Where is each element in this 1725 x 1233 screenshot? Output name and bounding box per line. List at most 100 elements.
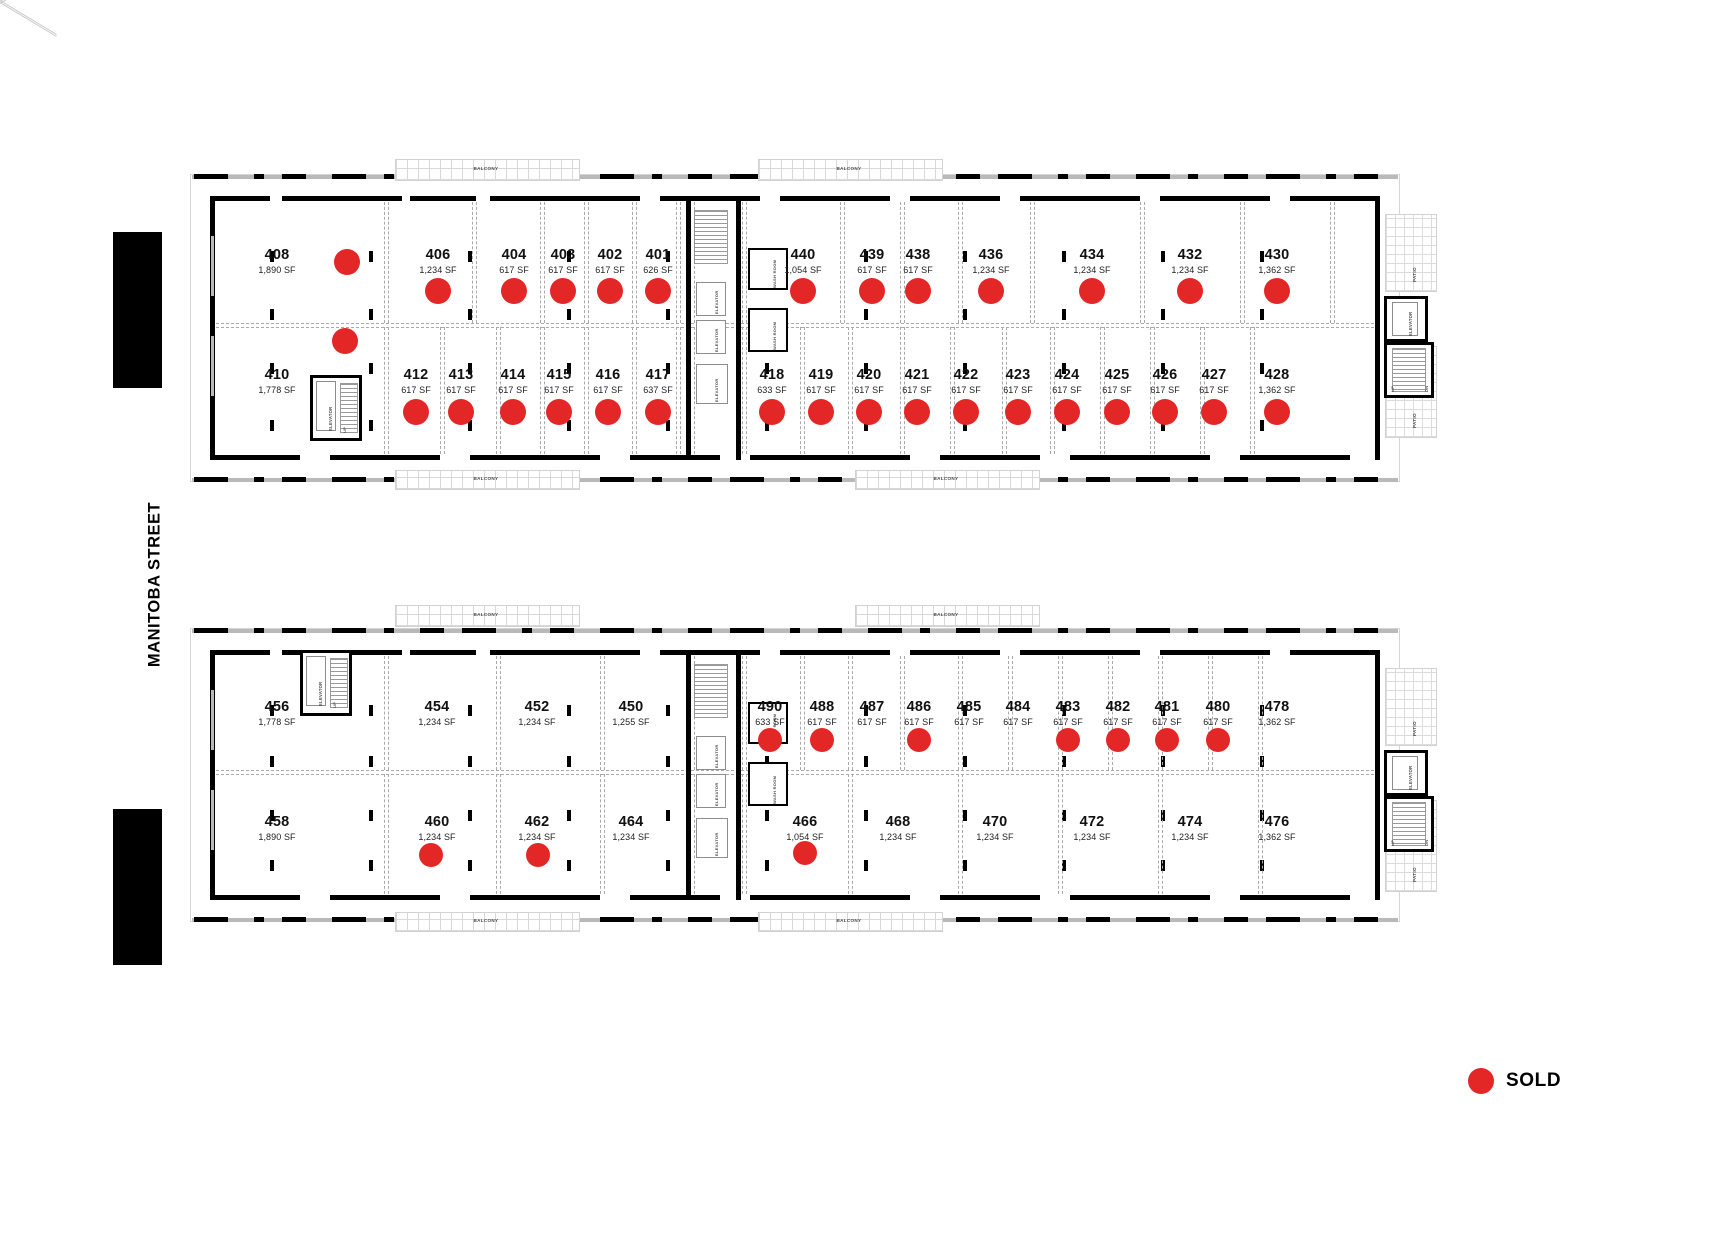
unit-label[interactable]: 416 617 SF <box>593 368 623 396</box>
sold-dot[interactable] <box>859 278 885 304</box>
sold-dot[interactable] <box>1152 399 1178 425</box>
sold-dot[interactable] <box>978 278 1004 304</box>
unit-label[interactable]: 490 633 SF <box>755 700 785 728</box>
unit-label[interactable]: 456 1,778 SF <box>258 700 295 728</box>
unit-label[interactable]: 466 1,054 SF <box>786 815 823 843</box>
sold-dot[interactable] <box>810 728 834 752</box>
sold-dot[interactable] <box>1177 278 1203 304</box>
unit-label[interactable]: 402 617 SF <box>595 248 625 276</box>
sold-dot[interactable] <box>597 278 623 304</box>
unit-label[interactable]: 403 617 SF <box>548 248 578 276</box>
sold-dot[interactable] <box>546 399 572 425</box>
sold-dot[interactable] <box>904 399 930 425</box>
sold-dot[interactable] <box>953 399 979 425</box>
unit-label[interactable]: 426 617 SF <box>1150 368 1180 396</box>
sold-dot[interactable] <box>595 399 621 425</box>
sold-dot[interactable] <box>1056 728 1080 752</box>
sold-dot[interactable] <box>1264 399 1290 425</box>
unit-label[interactable]: 450 1,255 SF <box>612 700 649 728</box>
sold-dot[interactable] <box>501 278 527 304</box>
unit-label[interactable]: 483 617 SF <box>1053 700 1083 728</box>
unit-label[interactable]: 428 1,362 SF <box>1258 368 1295 396</box>
sold-dot[interactable] <box>1264 278 1290 304</box>
unit-label[interactable]: 468 1,234 SF <box>879 815 916 843</box>
sold-dot[interactable] <box>759 399 785 425</box>
unit-label[interactable]: 413 617 SF <box>446 368 476 396</box>
sold-dot[interactable] <box>905 278 931 304</box>
unit-label[interactable]: 436 1,234 SF <box>972 248 1009 276</box>
unit-label[interactable]: 432 1,234 SF <box>1171 248 1208 276</box>
unit-label[interactable]: 485 617 SF <box>954 700 984 728</box>
unit-label[interactable]: 420 617 SF <box>854 368 884 396</box>
unit-label[interactable]: 464 1,234 SF <box>612 815 649 843</box>
unit-label[interactable]: 462 1,234 SF <box>518 815 555 843</box>
unit-area: 1,234 SF <box>1171 832 1209 842</box>
sold-dot[interactable] <box>526 843 550 867</box>
unit-label[interactable]: 460 1,234 SF <box>418 815 455 843</box>
unit-label[interactable]: 423 617 SF <box>1003 368 1033 396</box>
sold-dot[interactable] <box>758 728 782 752</box>
unit-label[interactable]: 476 1,362 SF <box>1258 815 1295 843</box>
unit-label[interactable]: 488 617 SF <box>807 700 837 728</box>
unit-label[interactable]: 452 1,234 SF <box>518 700 555 728</box>
unit-label[interactable]: 415 617 SF <box>544 368 574 396</box>
unit-label[interactable]: 419 617 SF <box>806 368 836 396</box>
unit-label[interactable]: 412 617 SF <box>401 368 431 396</box>
unit-label[interactable]: 434 1,234 SF <box>1073 248 1110 276</box>
unit-label[interactable]: 484 617 SF <box>1003 700 1033 728</box>
unit-label[interactable]: 486 617 SF <box>904 700 934 728</box>
unit-label[interactable]: 478 1,362 SF <box>1258 700 1295 728</box>
unit-label[interactable]: 480 617 SF <box>1203 700 1233 728</box>
sold-dot[interactable] <box>1201 399 1227 425</box>
sold-dot[interactable] <box>645 399 671 425</box>
sold-dot[interactable] <box>1155 728 1179 752</box>
sold-dot[interactable] <box>907 728 931 752</box>
unit-label[interactable]: 425 617 SF <box>1102 368 1132 396</box>
unit-label[interactable]: 427 617 SF <box>1199 368 1229 396</box>
unit-label[interactable]: 454 1,234 SF <box>418 700 455 728</box>
sold-dot[interactable] <box>1106 728 1130 752</box>
sold-dot[interactable] <box>550 278 576 304</box>
mullion-segment <box>462 628 496 633</box>
unit-label[interactable]: 430 1,362 SF <box>1258 248 1295 276</box>
sold-dot[interactable] <box>448 399 474 425</box>
unit-label[interactable]: 417 637 SF <box>643 368 673 396</box>
structural-column <box>963 309 967 320</box>
unit-label[interactable]: 438 617 SF <box>903 248 933 276</box>
sold-dot[interactable] <box>332 328 358 354</box>
unit-label[interactable]: 474 1,234 SF <box>1171 815 1208 843</box>
sold-dot[interactable] <box>419 843 443 867</box>
sold-dot[interactable] <box>500 399 526 425</box>
sold-dot[interactable] <box>403 399 429 425</box>
unit-label[interactable]: 418 633 SF <box>757 368 787 396</box>
sold-dot[interactable] <box>1079 278 1105 304</box>
unit-label[interactable]: 408 1,890 SF <box>258 248 295 276</box>
unit-label[interactable]: 440 1,054 SF <box>784 248 821 276</box>
unit-label[interactable]: 458 1,890 SF <box>258 815 295 843</box>
sold-dot[interactable] <box>790 278 816 304</box>
unit-label[interactable]: 422 617 SF <box>951 368 981 396</box>
sold-dot[interactable] <box>856 399 882 425</box>
unit-label[interactable]: 487 617 SF <box>857 700 887 728</box>
unit-label[interactable]: 424 617 SF <box>1052 368 1082 396</box>
sold-dot[interactable] <box>1005 399 1031 425</box>
unit-label[interactable]: 404 617 SF <box>499 248 529 276</box>
sold-dot[interactable] <box>1104 399 1130 425</box>
unit-label[interactable]: 414 617 SF <box>498 368 528 396</box>
sold-dot[interactable] <box>425 278 451 304</box>
unit-label[interactable]: 421 617 SF <box>902 368 932 396</box>
sold-dot[interactable] <box>808 399 834 425</box>
unit-label[interactable]: 401 626 SF <box>643 248 673 276</box>
sold-dot[interactable] <box>793 841 817 865</box>
unit-label[interactable]: 439 617 SF <box>857 248 887 276</box>
unit-label[interactable]: 482 617 SF <box>1103 700 1133 728</box>
sold-dot[interactable] <box>1206 728 1230 752</box>
unit-label[interactable]: 406 1,234 SF <box>419 248 456 276</box>
unit-label[interactable]: 410 1,778 SF <box>258 368 295 396</box>
sold-dot[interactable] <box>645 278 671 304</box>
unit-label[interactable]: 481 617 SF <box>1152 700 1182 728</box>
sold-dot[interactable] <box>334 249 360 275</box>
unit-label[interactable]: 472 1,234 SF <box>1073 815 1110 843</box>
sold-dot[interactable] <box>1054 399 1080 425</box>
unit-label[interactable]: 470 1,234 SF <box>976 815 1013 843</box>
